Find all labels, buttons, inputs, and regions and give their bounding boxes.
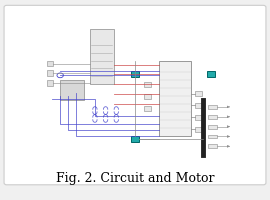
Bar <box>144 82 151 87</box>
Polygon shape <box>227 136 230 137</box>
Bar <box>47 70 53 76</box>
Polygon shape <box>227 126 230 128</box>
Bar <box>195 103 202 108</box>
Bar <box>144 106 151 111</box>
Bar <box>47 80 53 86</box>
Bar <box>144 94 151 99</box>
Bar <box>208 105 217 109</box>
Bar <box>131 71 139 77</box>
Bar <box>159 61 191 136</box>
Text: Fig. 2. Circuit and Motor: Fig. 2. Circuit and Motor <box>56 172 214 185</box>
Bar <box>208 125 217 129</box>
Polygon shape <box>227 116 230 118</box>
Bar <box>208 135 217 138</box>
Bar <box>90 29 114 84</box>
Polygon shape <box>227 145 230 147</box>
Bar <box>208 144 217 148</box>
Bar <box>60 80 84 100</box>
FancyBboxPatch shape <box>4 5 266 185</box>
Bar <box>208 115 217 119</box>
Bar <box>47 61 53 66</box>
Bar <box>131 136 139 142</box>
Bar <box>195 127 202 132</box>
Bar <box>195 91 202 96</box>
Polygon shape <box>227 106 230 108</box>
Bar <box>195 115 202 120</box>
Bar <box>207 71 215 77</box>
